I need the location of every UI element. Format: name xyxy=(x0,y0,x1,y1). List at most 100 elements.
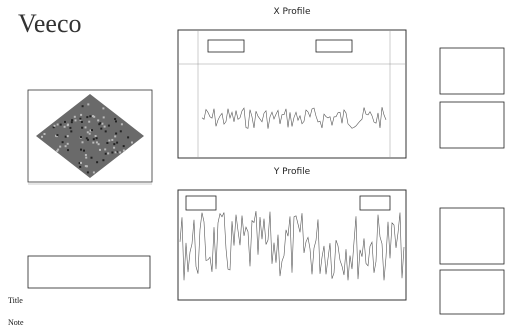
speckle xyxy=(100,128,102,130)
speckle xyxy=(98,143,100,145)
report: Veeco X Profile Y Profile Title Note xyxy=(0,0,512,334)
speckle xyxy=(60,124,62,126)
speckle xyxy=(81,121,83,123)
speckle xyxy=(96,137,98,139)
speckle xyxy=(96,161,98,163)
page: {"header": {"logo": "Veeco"}, "x_profile… xyxy=(0,0,512,334)
speckle xyxy=(121,123,123,125)
speckle xyxy=(80,114,82,116)
speckle xyxy=(106,142,108,144)
speckle xyxy=(85,126,87,128)
speckle xyxy=(92,142,94,144)
speckle xyxy=(113,143,115,145)
speckle xyxy=(115,120,117,122)
speckle xyxy=(115,133,117,135)
speckle xyxy=(114,135,116,137)
x-profile-chart xyxy=(178,30,406,158)
speckle xyxy=(89,115,91,117)
speckle xyxy=(71,121,73,123)
speckle xyxy=(104,148,106,150)
speckle xyxy=(74,116,76,118)
y-profile-title: Y Profile xyxy=(273,167,311,177)
speckle xyxy=(80,136,82,138)
speckle xyxy=(81,127,83,129)
speckle xyxy=(101,123,103,125)
speckle xyxy=(59,146,61,148)
speckle xyxy=(93,171,95,173)
speckle xyxy=(64,126,66,128)
speckle xyxy=(93,116,95,118)
speckle xyxy=(91,157,93,159)
speckle xyxy=(56,150,58,152)
speckle xyxy=(102,107,104,109)
speckle xyxy=(82,141,84,143)
speckle xyxy=(80,149,82,151)
logo: Veeco xyxy=(18,9,82,38)
speckle xyxy=(116,142,118,144)
speckle xyxy=(67,135,69,137)
speckle xyxy=(41,136,43,138)
speckle xyxy=(85,154,87,156)
speckle xyxy=(93,138,95,140)
speckle xyxy=(89,133,91,135)
speckle xyxy=(62,141,64,143)
speckle xyxy=(54,125,56,127)
speckle xyxy=(105,153,107,155)
footer-title: Title xyxy=(8,296,23,305)
footer-note: Note xyxy=(8,318,24,327)
speckle xyxy=(123,150,125,152)
speckle xyxy=(111,152,113,154)
readout-boxes xyxy=(440,48,504,314)
speckle xyxy=(75,119,77,121)
speckle xyxy=(87,139,89,141)
speckle xyxy=(105,130,107,132)
speckle xyxy=(79,166,81,168)
speckle xyxy=(86,165,88,167)
speckle xyxy=(85,157,87,159)
afm-image xyxy=(28,90,152,184)
speckle xyxy=(111,139,113,141)
speckle xyxy=(114,118,116,120)
speckle xyxy=(44,133,46,135)
speckle xyxy=(64,121,66,123)
speckle xyxy=(67,124,69,126)
speckle xyxy=(95,135,97,137)
speckle xyxy=(87,171,89,173)
speckle xyxy=(82,105,84,107)
speckle xyxy=(88,121,90,123)
speckle xyxy=(127,136,129,138)
speckle xyxy=(103,116,105,118)
speckle xyxy=(70,130,72,132)
speckle xyxy=(108,140,110,142)
speckle xyxy=(65,145,67,147)
speckle xyxy=(91,129,93,131)
measurement-box xyxy=(28,256,150,288)
speckle xyxy=(115,151,117,153)
speckle xyxy=(79,118,81,120)
speckle xyxy=(65,136,67,138)
speckle xyxy=(83,150,85,152)
speckle xyxy=(69,127,71,129)
speckle xyxy=(97,119,99,121)
speckle xyxy=(98,123,100,125)
speckle xyxy=(102,159,104,161)
speckle xyxy=(104,126,106,128)
x-profile-title: X Profile xyxy=(273,7,310,17)
speckle xyxy=(87,131,89,133)
y-profile-chart xyxy=(178,190,406,300)
speckle xyxy=(87,103,89,105)
speckle xyxy=(119,151,121,153)
speckle xyxy=(120,130,122,132)
speckle xyxy=(113,147,115,149)
speckle xyxy=(123,145,125,147)
speckle xyxy=(96,141,98,143)
speckle xyxy=(67,149,69,151)
speckle xyxy=(107,152,109,154)
speckle xyxy=(71,119,73,121)
speckle xyxy=(80,162,82,164)
speckle xyxy=(56,134,58,136)
speckle xyxy=(57,124,59,126)
speckle xyxy=(67,143,69,145)
speckle xyxy=(99,149,101,151)
speckle xyxy=(108,125,110,127)
